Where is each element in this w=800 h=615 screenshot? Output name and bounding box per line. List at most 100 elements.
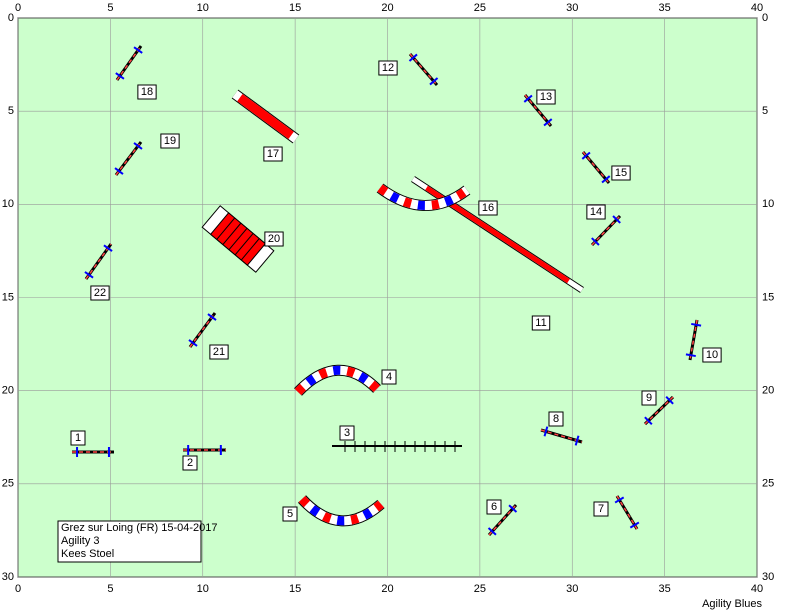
obstacle-label: 6	[491, 501, 497, 513]
label-box	[264, 231, 284, 247]
jump-bar	[523, 94, 553, 127]
x-tick-label: 35	[659, 583, 671, 595]
info-text: Grez sur Loing (FR) 15-04-2017	[61, 522, 218, 534]
jump-wing	[612, 215, 621, 224]
obstacle-number: 4	[381, 369, 397, 385]
x-tick-label: 10	[197, 2, 209, 14]
x-tick-label: 15	[289, 2, 301, 14]
x-tick-label: 20	[381, 2, 393, 14]
obstacle-label: 7	[598, 503, 604, 515]
jump-wing	[629, 521, 640, 529]
jump-wing	[601, 175, 611, 184]
jump-wing	[188, 339, 198, 347]
obstacle-number: 8	[548, 411, 564, 427]
footer: Agility Blues	[702, 598, 762, 610]
jump-wing	[543, 118, 553, 127]
obstacle-number: 2	[182, 455, 198, 471]
y-tick-label: 25	[762, 478, 774, 490]
x-tick-label: 40	[751, 2, 763, 14]
jump-wing	[408, 53, 418, 62]
y-tick-label: 20	[2, 385, 14, 397]
jump-wing	[508, 504, 518, 513]
obstacle-number: 21	[209, 344, 229, 360]
info-text: Kees Stoel	[61, 548, 114, 560]
x-tick-label: 15	[289, 583, 301, 595]
info-box	[57, 520, 202, 563]
label-box	[536, 89, 556, 105]
y-tick-label: 5	[762, 105, 768, 117]
jump-bar	[615, 495, 639, 530]
jump-wing	[574, 435, 580, 446]
jump-bar	[408, 53, 439, 86]
y-tick-label: 10	[762, 198, 774, 210]
jump-wing	[685, 353, 696, 358]
obstacle-label: 5	[287, 508, 293, 520]
jump-bar	[85, 243, 112, 280]
y-tick-label: 0	[8, 12, 14, 24]
label-box	[378, 60, 398, 76]
label-box	[478, 200, 498, 216]
x-tick-label: 25	[474, 583, 486, 595]
label-box	[586, 204, 606, 220]
obstacle-label: 10	[706, 349, 718, 361]
y-tick-label: 15	[2, 291, 14, 303]
obstacle-label: 14	[590, 206, 602, 218]
x-tick-label: 25	[474, 2, 486, 14]
jump-wing	[691, 322, 702, 327]
obstacle-label: 16	[482, 202, 494, 214]
obstacle-label: 21	[213, 346, 225, 358]
y-tick-label: 15	[762, 291, 774, 303]
y-tick-label: 5	[8, 105, 14, 117]
jump-wing	[207, 313, 217, 321]
y-tick-label: 0	[762, 12, 768, 24]
jump-bar	[581, 151, 611, 184]
jump-bar	[114, 141, 143, 176]
obstacle-number: 7	[593, 501, 609, 517]
jump-wing	[487, 527, 497, 536]
tunnel	[298, 495, 384, 526]
obstacle-number: 6	[486, 499, 502, 515]
obstacle-number: 22	[90, 285, 110, 301]
jump-wing	[84, 271, 94, 279]
obstacle-label: 22	[94, 287, 106, 299]
jump-wing	[429, 77, 439, 86]
obstacle-label: 19	[164, 135, 176, 147]
a-frame-slat	[216, 217, 236, 240]
tunnel	[377, 184, 470, 210]
jump-wing	[103, 244, 113, 252]
x-tick-label: 20	[381, 583, 393, 595]
obstacle-label: 13	[540, 91, 552, 103]
y-tick-label: 25	[2, 478, 14, 490]
jump-wing	[543, 426, 549, 437]
label-box	[381, 369, 397, 385]
y-tick-label: 30	[762, 571, 774, 583]
obstacle-number: 15	[611, 165, 631, 181]
obstacle-label: 18	[141, 86, 153, 98]
a-frame	[201, 205, 275, 273]
label-box	[90, 285, 110, 301]
y-tick-label: 20	[762, 385, 774, 397]
obstacle-label: 2	[187, 457, 193, 469]
a-frame-slat	[222, 222, 242, 245]
x-tick-label: 5	[107, 2, 113, 14]
x-tick-label: 0	[15, 2, 21, 14]
jump-bar	[643, 395, 675, 426]
obstacle-number: 11	[531, 315, 551, 331]
obstacle-label: 12	[382, 62, 394, 74]
jump-wing	[115, 72, 125, 80]
jump-wing	[665, 395, 674, 405]
label-box	[137, 84, 157, 100]
label-box	[641, 390, 657, 406]
jump-wing	[133, 46, 143, 54]
obstacle-label: 9	[646, 392, 652, 404]
a-frame-slat	[234, 233, 254, 256]
x-tick-label: 30	[566, 2, 578, 14]
jump-bar	[487, 503, 518, 537]
obstacle-number: 16	[478, 200, 498, 216]
jump-bar	[688, 319, 699, 361]
obstacle-number: 3	[339, 425, 355, 441]
label-box	[593, 501, 609, 517]
jump-wing	[591, 237, 600, 246]
x-tick-label: 0	[15, 583, 21, 595]
